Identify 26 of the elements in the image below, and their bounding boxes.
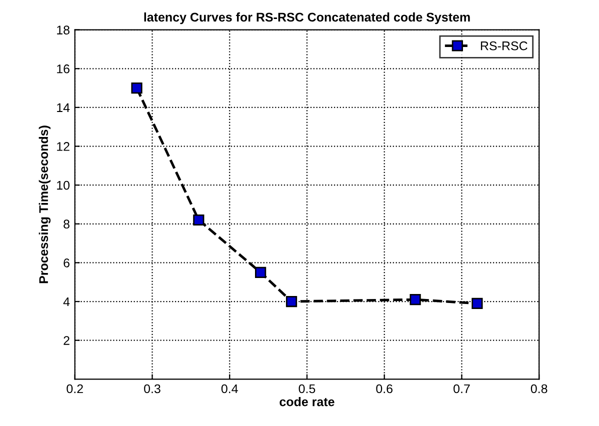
x-tick-label: 0.7 bbox=[454, 384, 470, 394]
y-tick-label: 18 bbox=[57, 26, 70, 34]
y-tick-label: 14 bbox=[57, 103, 70, 112]
x-tick-label: 0.2 bbox=[66, 384, 83, 394]
x-tick-label: 0.8 bbox=[530, 384, 548, 394]
y-tick-label: 4 bbox=[63, 297, 70, 306]
legend-label: RS-RSC bbox=[480, 41, 528, 50]
x-tick-label: 0.6 bbox=[376, 384, 392, 394]
x-tick-label: 0.3 bbox=[144, 384, 160, 394]
y-tick-label: 10 bbox=[57, 180, 70, 190]
chart-title: latency Curves for RS-RSC Concatenated code System bbox=[144, 12, 470, 24]
y-tick-label: 12 bbox=[57, 142, 70, 151]
x-tick-label: 0.4 bbox=[221, 384, 238, 394]
point bbox=[255, 266, 266, 278]
x-tick-label: 0.5 bbox=[298, 384, 316, 394]
point bbox=[472, 298, 483, 310]
x-axis-title: code rate bbox=[280, 397, 334, 406]
point bbox=[286, 296, 298, 308]
point bbox=[193, 214, 204, 226]
y-tick-label: 6 bbox=[64, 258, 70, 268]
y-axis-title: Processing Time(seconds) bbox=[38, 126, 51, 284]
point bbox=[131, 82, 142, 94]
y-tick-label: 16 bbox=[57, 64, 70, 74]
point bbox=[410, 294, 421, 306]
y-tick-label: 8 bbox=[64, 220, 70, 229]
y-tick-label: 2 bbox=[64, 336, 70, 345]
